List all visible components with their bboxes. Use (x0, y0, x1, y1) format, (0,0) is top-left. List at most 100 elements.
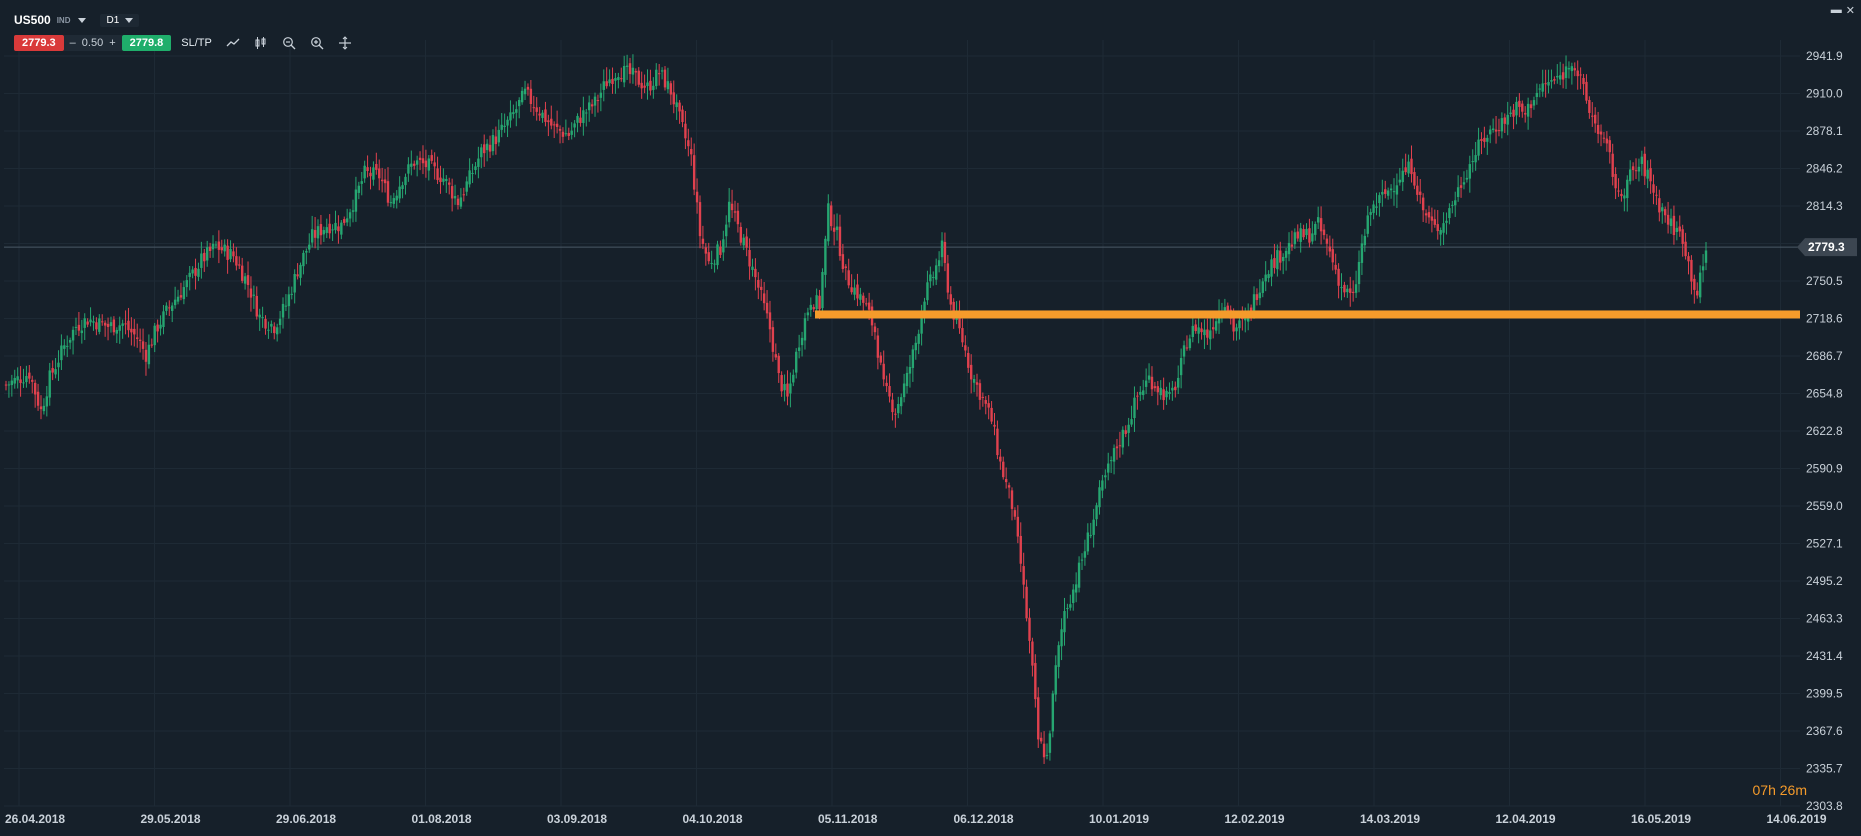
candle-body (1039, 737, 1043, 742)
candle-body (867, 302, 871, 310)
candle-body (660, 70, 664, 72)
timeframe-select[interactable]: D1 (100, 13, 140, 27)
increase-button[interactable]: + (109, 36, 116, 49)
candlestick-icon[interactable] (254, 36, 268, 50)
candle-body (719, 246, 722, 255)
candle-body (649, 80, 652, 91)
candle-body (614, 78, 617, 81)
candle-body (1101, 480, 1104, 491)
x-tick-label: 14.03.2019 (1360, 812, 1420, 826)
price-axis[interactable]: 2941.9 2910.0 2878.1 2846.2 2814.3 2750.5 2718… (1797, 49, 1857, 813)
candle-body (1384, 189, 1387, 194)
support-level-line[interactable] (815, 310, 1800, 319)
candle-body (98, 318, 101, 332)
candlestick-series (4, 54, 1708, 764)
candle-body (1343, 284, 1346, 293)
candle-body (666, 81, 670, 90)
candle-body (1337, 268, 1340, 286)
candle-body (1477, 139, 1480, 156)
candle-body (509, 112, 512, 121)
candle-body (1185, 347, 1189, 349)
candle-body (943, 241, 947, 263)
candle-body (74, 326, 78, 328)
candle-body (1690, 259, 1693, 282)
candle-body (1553, 79, 1556, 81)
candle-body (290, 293, 293, 295)
candle-body (742, 237, 745, 246)
candle-body (710, 262, 713, 264)
minimize-button[interactable]: ▬ (1830, 4, 1842, 16)
time-axis[interactable]: 26.04.2018 29.05.2018 29.06.2018 01.08.2018… (5, 812, 1827, 826)
candle-body (1544, 83, 1547, 85)
x-tick-label: 04.10.2018 (683, 812, 743, 826)
candle-body (1442, 223, 1445, 233)
candle-body (967, 352, 970, 368)
candle-body (456, 198, 460, 206)
candle-body (127, 320, 130, 331)
candle-body (1559, 75, 1562, 80)
candle-body (1069, 604, 1072, 608)
candle-body (1346, 288, 1349, 293)
candle-body (1302, 229, 1305, 238)
candle-body (176, 296, 180, 302)
candle-body (1608, 140, 1611, 153)
candle-body (631, 67, 635, 75)
candle-body (1019, 535, 1022, 564)
candle-body (80, 330, 84, 334)
candle-body (144, 349, 148, 362)
candle-body (348, 212, 352, 219)
close-button[interactable]: ✕ (1845, 5, 1855, 17)
candle-body (153, 325, 156, 346)
line-chart-icon[interactable] (226, 36, 240, 50)
candle-body (436, 168, 439, 181)
x-tick-label: 01.08.2018 (412, 812, 472, 826)
decrease-button[interactable]: – (69, 36, 76, 49)
candle-body (727, 201, 731, 223)
candle-body (657, 73, 661, 75)
candle-body (483, 144, 486, 154)
candle-body (45, 396, 49, 407)
candle-body (1381, 191, 1384, 195)
candle-body (978, 383, 982, 400)
candle-body (526, 86, 530, 90)
zoom-in-icon[interactable] (310, 36, 324, 50)
symbol-dropdown-chevron-down-icon[interactable] (78, 17, 87, 23)
candle-body (308, 244, 311, 250)
candle-body (264, 318, 267, 329)
candle-body (1663, 209, 1667, 216)
candle-body (401, 185, 404, 190)
candle-body (413, 163, 416, 166)
candle-body (10, 380, 14, 386)
candle-body (424, 160, 428, 168)
candle-body (267, 329, 270, 331)
sell-button[interactable]: 2779.3 (14, 34, 64, 51)
candle-body (841, 254, 845, 269)
candle-body (1162, 389, 1165, 401)
candle-body (862, 295, 865, 303)
candle-body (1086, 532, 1090, 552)
candle-body (1016, 516, 1020, 537)
candle-body (229, 248, 232, 260)
candle-body (987, 403, 990, 408)
candle-body (932, 277, 935, 279)
candle-body (1349, 288, 1352, 293)
candle-body (1118, 445, 1122, 447)
candle-body (1675, 227, 1679, 232)
candle-body (1628, 169, 1632, 182)
candle-body (1287, 242, 1291, 255)
candle-body (754, 268, 757, 278)
candle-body (1602, 137, 1606, 139)
buy-button[interactable]: 2779.8 (121, 34, 172, 51)
sltp-button[interactable]: SL/TP (181, 36, 212, 49)
candle-body (873, 326, 877, 333)
zoom-out-icon[interactable] (282, 36, 296, 50)
candle-body (275, 327, 279, 335)
candle-body (1655, 194, 1658, 196)
candle-body (33, 382, 37, 395)
candle-body (1596, 124, 1600, 134)
candle-body (1308, 228, 1311, 243)
crosshair-icon[interactable] (338, 35, 352, 50)
candle-body (1104, 475, 1107, 478)
candle-body (1092, 519, 1095, 535)
